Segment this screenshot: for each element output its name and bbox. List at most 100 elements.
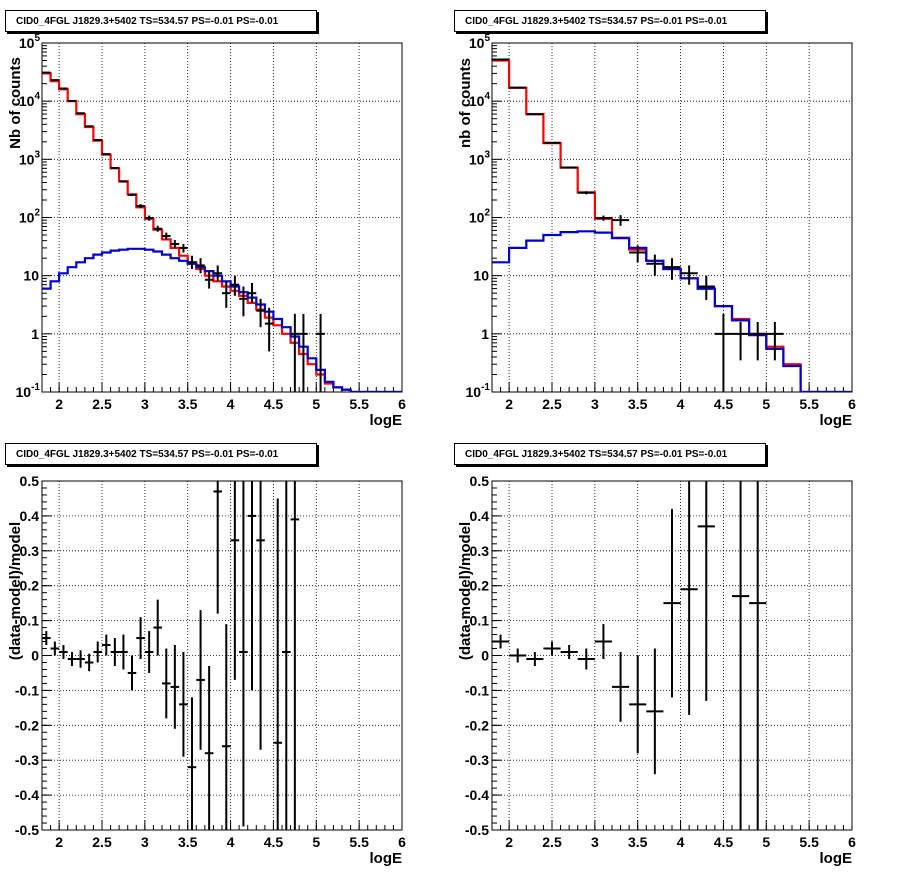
data-point	[170, 240, 180, 248]
x-tick-label: 4	[677, 834, 685, 850]
data-point	[204, 271, 214, 289]
x-tick-label: 6	[848, 396, 856, 412]
data-point	[256, 298, 265, 328]
y-tick-label: 10	[473, 268, 489, 284]
x-tick-label: 5.5	[349, 396, 369, 412]
y-tick-label: 0.5	[470, 473, 490, 489]
x-tick-label: 4	[227, 396, 235, 412]
x-tick-label: 4.5	[264, 834, 284, 850]
data-point	[560, 166, 578, 169]
data-point	[213, 481, 222, 614]
data-point	[290, 481, 300, 830]
chart-title: CID0_4FGL J1829.3+5402 TS=534.57 PS=-0.0…	[454, 10, 766, 32]
data-point	[187, 697, 197, 830]
x-axis-label: logE	[820, 412, 853, 429]
data-point	[222, 624, 231, 830]
y-tick-label: 10	[23, 268, 39, 284]
x-tick-label: 3.5	[628, 834, 648, 850]
y-tick-label: 0.1	[20, 613, 40, 629]
data-point	[59, 87, 68, 90]
x-tick-label: 2	[55, 834, 63, 850]
x-tick-label: 2	[505, 834, 513, 850]
y-tick-label: -0.1	[465, 682, 489, 698]
x-tick-label: 3.5	[178, 834, 198, 850]
data-point	[697, 275, 715, 301]
y-tick-label: -0.4	[465, 787, 489, 803]
x-tick-label: 2.5	[542, 834, 562, 850]
y-tick-label: 10-1	[16, 382, 41, 400]
data-point	[144, 631, 154, 673]
x-axis-label: logE	[370, 412, 403, 429]
x-tick-label: 2	[55, 396, 63, 412]
x-tick-label: 2	[505, 396, 513, 412]
data-point	[110, 166, 120, 169]
data-point	[732, 321, 750, 361]
data-point	[299, 313, 308, 392]
data-point	[256, 481, 265, 750]
x-tick-label: 5	[762, 834, 770, 850]
data-point	[50, 79, 60, 82]
x-tick-label: 5	[762, 396, 770, 412]
data-point	[136, 204, 145, 209]
data-point	[560, 645, 578, 659]
x-tick-label: 4.5	[714, 396, 734, 412]
x-axis-label: logE	[370, 850, 403, 867]
y-axis-label: nb of counts	[457, 58, 474, 148]
data-point	[714, 313, 732, 392]
y-tick-label: 105	[19, 33, 41, 51]
x-tick-label: 2.5	[92, 834, 112, 850]
data-point	[187, 255, 197, 270]
y-tick-label: -0.2	[465, 717, 489, 733]
x-tick-label: 6	[848, 834, 856, 850]
data-point	[136, 617, 145, 659]
y-tick-label: 0.2	[20, 578, 40, 594]
y-tick-label: 102	[19, 208, 41, 226]
data-point	[93, 138, 102, 141]
y-tick-label: 10-1	[466, 382, 491, 400]
y-tick-label: 0.5	[20, 473, 40, 489]
data-point	[162, 648, 171, 719]
data-point	[42, 71, 51, 74]
data-point	[170, 645, 180, 729]
y-tick-label: 0	[31, 648, 39, 664]
y-tick-label: -0.3	[465, 752, 489, 768]
data-point	[102, 634, 111, 656]
data-point	[612, 215, 630, 226]
data-point	[239, 481, 248, 827]
data-point	[239, 286, 248, 317]
data-point	[316, 313, 325, 392]
y-tick-label: 104	[469, 91, 491, 109]
data-point	[680, 265, 698, 285]
x-tick-label: 5.5	[799, 396, 819, 412]
data-point	[144, 215, 154, 221]
y-tick-label: 103	[19, 149, 41, 167]
data-point	[543, 141, 561, 144]
data-point	[196, 610, 205, 750]
y-tick-label: -0.3	[15, 752, 39, 768]
data-point	[247, 481, 257, 691]
data-point	[196, 258, 205, 274]
data-point	[67, 99, 77, 102]
y-tick-label: -0.1	[15, 682, 39, 698]
y-axis-label: (data-model)/model	[7, 522, 24, 660]
data-point	[526, 652, 544, 666]
data-point	[93, 641, 102, 663]
data-point	[273, 498, 282, 830]
x-tick-label: 4	[677, 396, 685, 412]
y-tick-label: 0.4	[20, 508, 40, 524]
y-axis-label: (data-model)/model	[457, 522, 474, 660]
x-tick-label: 6	[398, 834, 406, 850]
data-point	[179, 652, 188, 757]
data-point	[509, 648, 527, 663]
y-tick-label: 0.3	[470, 543, 490, 559]
data-point	[543, 641, 561, 656]
x-tick-label: 3	[591, 834, 599, 850]
data-point	[213, 265, 222, 282]
data-point	[110, 638, 120, 666]
data-point	[84, 653, 94, 672]
data-point	[50, 641, 60, 656]
data-point	[247, 282, 257, 303]
x-tick-label: 4.5	[714, 834, 734, 850]
x-tick-label: 3	[591, 396, 599, 412]
